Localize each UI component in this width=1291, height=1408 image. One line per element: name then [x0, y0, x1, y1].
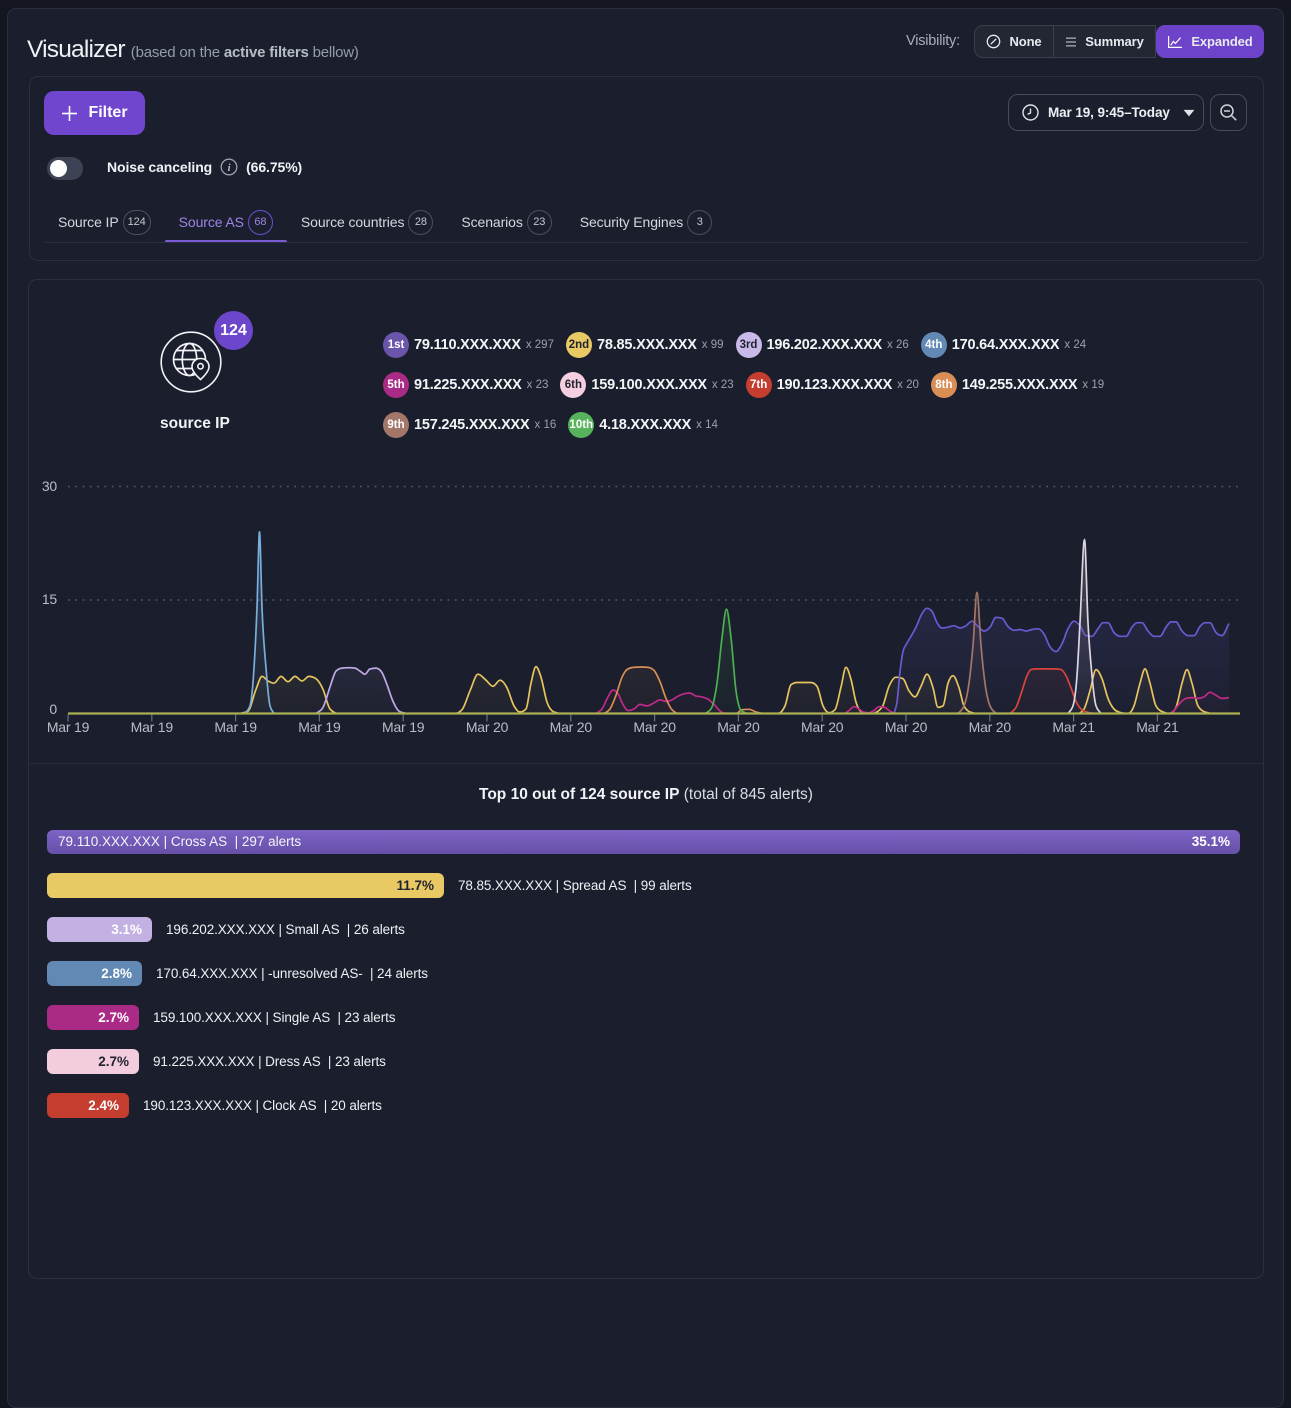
svg-text:i: i: [228, 163, 231, 174]
